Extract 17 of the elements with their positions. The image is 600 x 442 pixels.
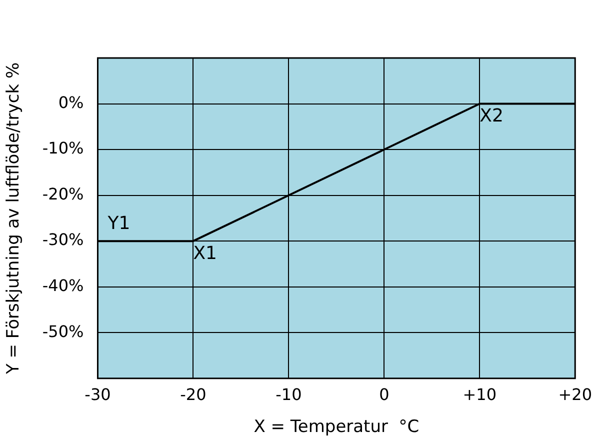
y-tick-label: -40% (42, 276, 84, 296)
x-tick-label: +20 (558, 385, 592, 404)
annotation: X1 (193, 242, 218, 264)
y-tick-label: -10% (42, 138, 84, 158)
y-axis-title: Y = Förskjutning av luftflöde/tryck % (4, 62, 24, 376)
y-tick-label: 0% (58, 92, 84, 112)
x-tick-label: +10 (462, 385, 497, 404)
y-tick-label: -30% (42, 230, 84, 250)
x-tick-label: 0 (379, 385, 390, 404)
y-tick-label: -50% (42, 322, 84, 341)
y-tick-label: -20% (42, 184, 84, 204)
annotation: X2 (480, 105, 504, 126)
x-tick-label: -30 (84, 385, 111, 404)
x-tick-label: -10 (276, 385, 302, 404)
annotation: Y1 (106, 212, 130, 234)
x-tick-label: -20 (180, 385, 206, 404)
x-axis-title: X = Temperatur °C (254, 417, 420, 438)
